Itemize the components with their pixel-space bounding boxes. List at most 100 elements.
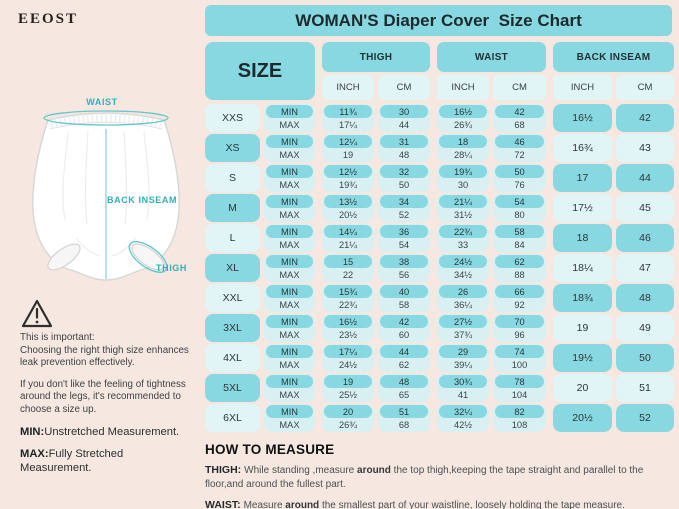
- waist-min-cm: 46: [495, 135, 544, 148]
- thigh-max-cm: 44: [398, 120, 410, 130]
- waist-cm-cell: 82 108: [493, 404, 546, 432]
- max-row-label: MAX: [279, 150, 300, 160]
- waist-max-inch: 37¾: [453, 330, 473, 340]
- minmax-cell: MIN MAX: [264, 284, 315, 312]
- thigh-cm-cell: 32 50: [378, 164, 430, 192]
- thigh-inch-cell: 11¾ 17¼: [322, 104, 374, 132]
- waist-min-inch: 24½: [439, 255, 487, 268]
- minmax-cell: MIN MAX: [264, 224, 315, 252]
- back-inseam-cm: 49: [616, 314, 674, 342]
- thigh-instruction-pre: While standing ,measure: [244, 465, 358, 476]
- important-note: This is important: Choosing the right th…: [20, 332, 194, 370]
- waist-inch-cell: 18 28¼: [437, 134, 489, 162]
- waist-max-cm: 76: [514, 180, 525, 190]
- max-row-label: MAX: [279, 210, 300, 220]
- waist-inch-header: INCH: [437, 75, 489, 100]
- thigh-max-inch: 25½: [338, 390, 358, 400]
- thigh-max-inch: 20½: [338, 210, 358, 220]
- waist-inch-cell: 30¾ 41: [437, 374, 489, 402]
- waist-min-cm: 42: [495, 105, 544, 118]
- important-note-body: Choosing the right thigh size enhances l…: [20, 344, 189, 369]
- back-inseam-cm: 51: [616, 374, 674, 402]
- thigh-min-cm: 40: [380, 285, 428, 298]
- thigh-cm-cell: 44 62: [378, 344, 430, 372]
- size-label: S: [205, 164, 260, 192]
- thigh-max-inch: 24½: [338, 360, 358, 370]
- thigh-min-inch: 14¼: [324, 225, 372, 238]
- waist-max-inch: 33: [457, 240, 469, 250]
- table-row: 5XL MIN MAX 19 25½ 48 65 30¾ 41: [205, 374, 674, 402]
- thigh-cm-cell: 48 65: [378, 374, 430, 402]
- waist-min-inch: 22¾: [439, 225, 487, 238]
- back-inseam-cm: 46: [616, 224, 674, 252]
- back-inseam-cm-header: CM: [616, 75, 674, 100]
- waist-min-cm: 70: [495, 315, 544, 328]
- waist-instruction-pre: Measure: [243, 499, 286, 509]
- back-inseam-cm: 47: [616, 254, 674, 282]
- waist-max-cm: 92: [514, 300, 525, 310]
- size-label: M: [205, 194, 260, 222]
- max-definition: MAX:Fully Stretched Measurement.: [20, 447, 194, 476]
- back-inseam-inch: 18: [553, 224, 612, 252]
- min-row-label: MIN: [266, 315, 313, 328]
- table-row: XXS MIN MAX 11¾ 17¼ 30 44 16½ 26¾: [205, 104, 674, 132]
- size-label: XXS: [205, 104, 260, 132]
- size-column-header: SIZE: [205, 42, 315, 100]
- back-inseam-inch: 17: [553, 164, 612, 192]
- brand-logo: EEOST: [18, 11, 79, 27]
- waist-min-cm: 78: [495, 375, 544, 388]
- thigh-inch-cell: 14¼ 21¼: [322, 224, 374, 252]
- waist-min-cm: 74: [495, 345, 544, 358]
- waist-cm-cell: 42 68: [493, 104, 546, 132]
- thigh-cm-cell: 42 60: [378, 314, 430, 342]
- size-label: XS: [205, 134, 260, 162]
- thigh-min-inch: 12¼: [324, 135, 372, 148]
- thigh-max-cm: 50: [398, 180, 410, 190]
- waist-max-inch: 28¼: [453, 150, 473, 160]
- thigh-max-cm: 65: [398, 390, 410, 400]
- min-row-label: MIN: [266, 285, 313, 298]
- waist-min-inch: 27½: [439, 315, 487, 328]
- table-row: L MIN MAX 14¼ 21¼ 36 54 22¾ 33: [205, 224, 674, 252]
- thigh-max-cm: 56: [398, 270, 410, 280]
- min-definition: MIN:Unstretched Measurement.: [20, 425, 194, 439]
- min-row-label: MIN: [266, 195, 313, 208]
- waist-max-inch: 30: [457, 180, 469, 190]
- thigh-max-cm: 60: [398, 330, 410, 340]
- back-inseam-cm: 43: [616, 134, 674, 162]
- size-table: SIZE THIGH WAIST BACK INSEAM INCH CM INC…: [205, 42, 674, 434]
- thigh-max-inch: 19: [342, 150, 354, 160]
- waist-max-inch: 31½: [453, 210, 473, 220]
- thigh-inch-cell: 12½ 19¾: [322, 164, 374, 192]
- back-inseam-inch: 20½: [553, 404, 612, 432]
- size-label: XL: [205, 254, 260, 282]
- table-row: XXL MIN MAX 15¾ 22¾ 40 58 26 36¼: [205, 284, 674, 312]
- thigh-inch-cell: 15 22: [322, 254, 374, 282]
- min-def-text: Unstretched Measurement.: [44, 426, 180, 439]
- waist-instruction: WAIST: Measure around the smallest part o…: [205, 499, 675, 509]
- thigh-max-cm: 58: [398, 300, 410, 310]
- waist-min-cm: 54: [495, 195, 544, 208]
- min-row-label: MIN: [266, 405, 313, 418]
- thigh-max-inch: 22: [342, 270, 354, 280]
- fit-notes: This is important: Choosing the right th…: [20, 332, 194, 482]
- back-inseam-inch-header: INCH: [553, 75, 612, 100]
- thigh-cm-cell: 31 48: [378, 134, 430, 162]
- minmax-cell: MIN MAX: [264, 254, 315, 282]
- back-inseam-inch: 19½: [553, 344, 612, 372]
- waist-min-inch: 18: [439, 135, 487, 148]
- thigh-max-cm: 62: [398, 360, 410, 370]
- waist-max-inch: 39¼: [453, 360, 473, 370]
- thigh-min-inch: 15¾: [324, 285, 372, 298]
- waist-min-inch: 30¾: [439, 375, 487, 388]
- thigh-max-cm: 52: [398, 210, 410, 220]
- waist-max-inch: 34½: [453, 270, 473, 280]
- thigh-instruction-post: the top thigh,keeping the tape straight …: [205, 465, 644, 490]
- min-row-label: MIN: [266, 345, 313, 358]
- thigh-cm-cell: 36 54: [378, 224, 430, 252]
- waist-min-inch: 32¼: [439, 405, 487, 418]
- thigh-max-inch: 23½: [338, 330, 358, 340]
- thigh-max-cm: 68: [398, 420, 410, 430]
- thigh-min-inch: 13½: [324, 195, 372, 208]
- waist-max-inch: 26¾: [453, 120, 473, 130]
